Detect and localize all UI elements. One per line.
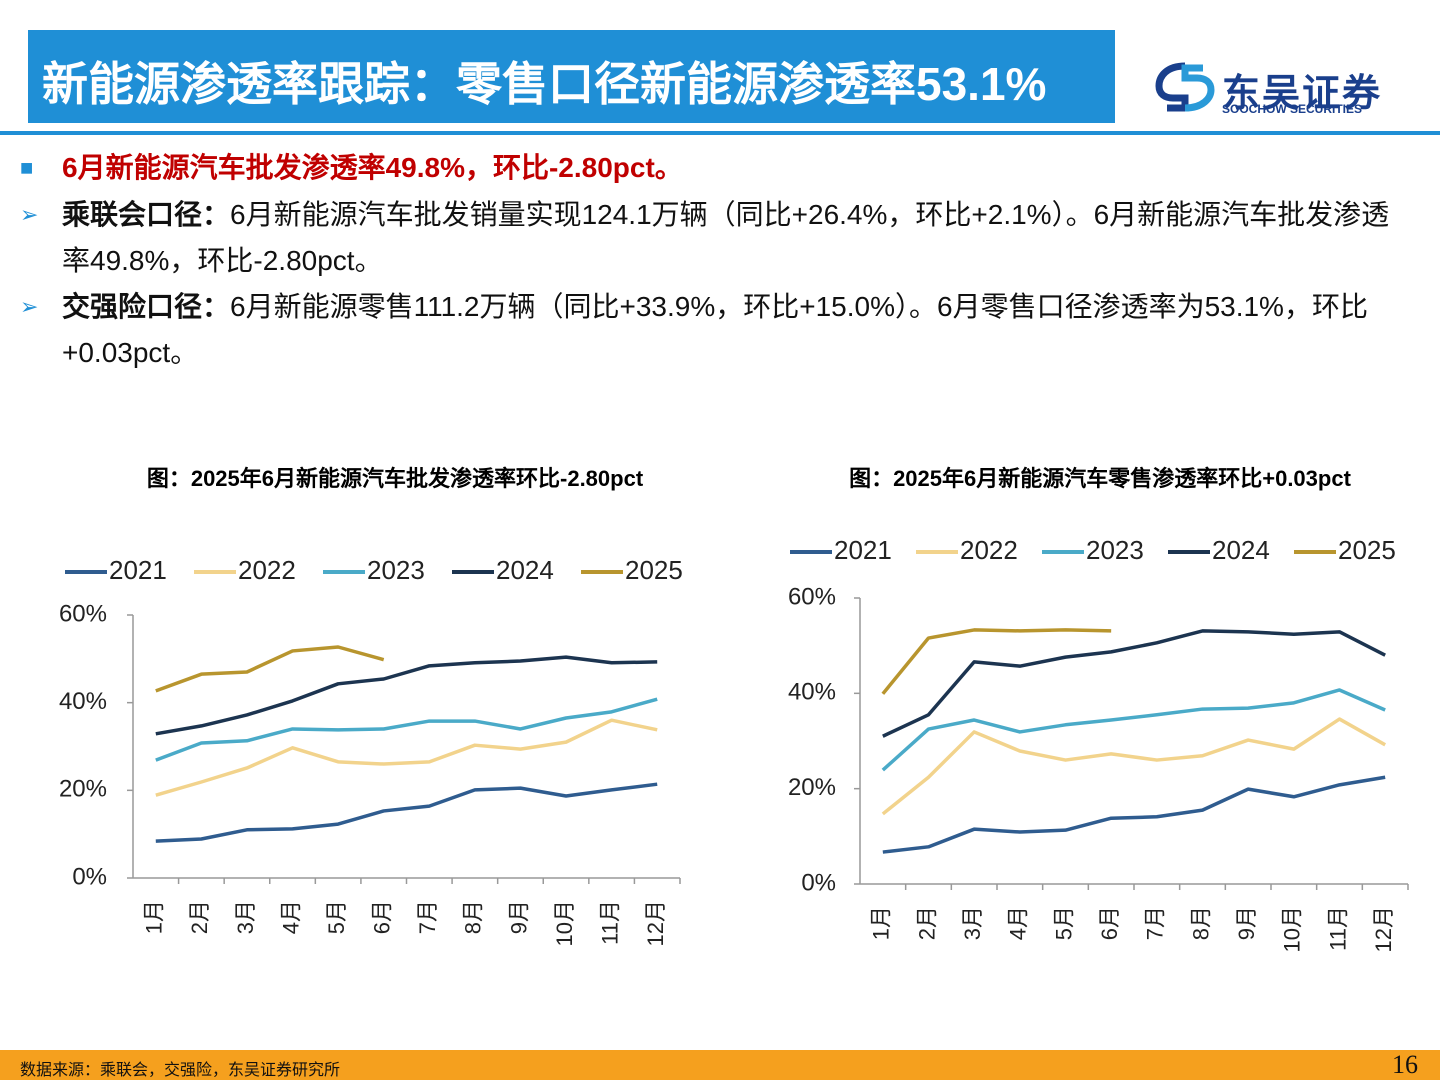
y-tick-label: 60% (59, 600, 107, 627)
x-tick-label: 9月 (1234, 906, 1259, 940)
bullet: ➢ 乘联会口径：6月新能源汽车批发销量实现124.1万辆（同比+26.4%，环比+… (20, 199, 1390, 276)
y-tick-label: 60% (788, 583, 836, 610)
legend-label: 2025 (625, 555, 683, 585)
bullet-label: 交强险口径： (62, 291, 231, 322)
bullet-text: 6月新能源零售111.2万辆（同比+33.9%，环比+15.0%）。6月零售口径… (62, 291, 1368, 368)
x-tick-label: 11月 (1325, 906, 1350, 951)
bullet: ■ 6月新能源汽车批发渗透率49.8%，环比-2.80pct。 (20, 145, 1415, 191)
x-tick-label: 8月 (1188, 906, 1213, 940)
series-line (155, 697, 658, 762)
x-tick-label: 1月 (869, 906, 894, 940)
x-tick-label: 8月 (461, 900, 486, 934)
bullet-label: 乘联会口径： (62, 199, 231, 230)
header-rule (0, 131, 1440, 135)
series-line (155, 645, 385, 693)
x-tick-label: 5月 (1051, 906, 1076, 940)
legend-label: 2021 (109, 555, 167, 585)
x-tick-label: 10月 (1280, 906, 1305, 952)
legend-label: 2023 (1086, 535, 1144, 565)
y-tick-label: 20% (59, 776, 107, 803)
legend-label: 2022 (960, 535, 1018, 565)
y-tick-label: 0% (801, 869, 836, 896)
x-tick-label: 2月 (187, 900, 212, 934)
x-tick-label: 2月 (914, 906, 939, 940)
bullet-text: 6月新能源汽车批发渗透率49.8%，环比-2.80pct。 (62, 152, 683, 183)
legend-label: 2021 (834, 535, 892, 565)
y-tick-label: 40% (59, 688, 107, 715)
footer-bar (0, 1050, 1440, 1080)
series-line (155, 718, 658, 797)
x-tick-label: 7月 (1143, 906, 1168, 940)
x-tick-label: 3月 (233, 900, 258, 934)
source-note: 数据来源：乘联会，交强险，东吴证券研究所 (20, 1062, 341, 1079)
series-line (881, 717, 1387, 816)
legend-label: 2024 (1212, 535, 1270, 565)
title-bar (28, 30, 1115, 123)
series-line (155, 782, 658, 843)
page-number: 16 (1392, 1050, 1418, 1079)
logo-name: 东吴证券 (1222, 73, 1383, 115)
x-tick-label: 6月 (1097, 906, 1122, 940)
series-line (882, 775, 1386, 854)
legend-label: 2024 (496, 555, 554, 585)
x-tick-label: 12月 (1371, 906, 1396, 952)
legend-label: 2025 (1338, 535, 1396, 565)
series-line (881, 628, 1112, 695)
x-tick-label: 12月 (643, 900, 668, 946)
charts: 图：2025年6月新能源汽车批发渗透率环比-2.80pct 0% 20% 40% 60%… (59, 466, 1409, 952)
bullet: ➢ 交强险口径：6月新能源零售111.2万辆（同比+33.9%，环比+15.0%）… (20, 291, 1368, 368)
bullet-text: 6月新能源汽车批发销量实现124.1万辆（同比+26.4%，环比+2.1%）。6… (62, 199, 1390, 276)
x-tick-label: 4月 (1006, 906, 1031, 940)
x-tick-label: 4月 (278, 900, 303, 934)
x-tick-label: 11月 (597, 900, 622, 945)
logo-subtitle: SOOCHOW SECURITIES (1222, 102, 1363, 116)
x-tick-label: 10月 (552, 900, 577, 946)
series-line (882, 629, 1386, 738)
slide-title: 新能源渗透率跟踪：零售口径新能源渗透率53.1% (42, 58, 1047, 110)
chart-title: 图：2025年6月新能源汽车零售渗透率环比+0.03pct (849, 466, 1352, 491)
series-line (155, 655, 658, 736)
x-tick-label: 9月 (506, 900, 531, 934)
y-tick-label: 0% (72, 863, 107, 890)
y-tick-label: 40% (788, 679, 836, 706)
x-tick-label: 1月 (142, 900, 167, 934)
x-tick-label: 5月 (324, 900, 349, 934)
legend-label: 2023 (367, 555, 425, 585)
logo-icon (1155, 62, 1215, 112)
chart-title: 图：2025年6月新能源汽车批发渗透率环比-2.80pct (147, 466, 644, 491)
x-tick-label: 6月 (370, 900, 395, 934)
x-tick-label: 7月 (415, 900, 440, 934)
x-tick-label: 3月 (960, 906, 985, 940)
series-line (881, 688, 1386, 772)
y-tick-label: 20% (788, 774, 836, 801)
legend-label: 2022 (238, 555, 296, 585)
